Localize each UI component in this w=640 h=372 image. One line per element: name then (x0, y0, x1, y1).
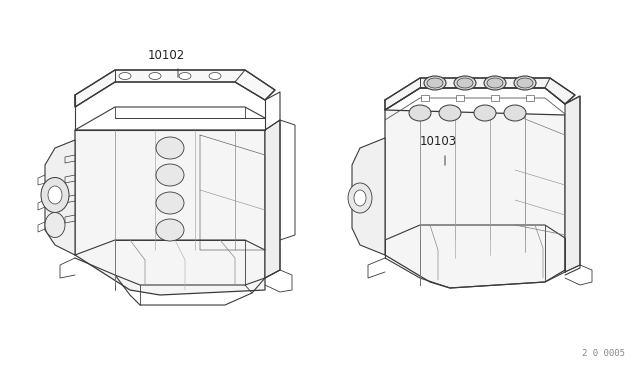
Polygon shape (565, 96, 580, 272)
Ellipse shape (348, 183, 372, 213)
Ellipse shape (45, 212, 65, 237)
Ellipse shape (517, 78, 533, 88)
Text: 2 0 0005: 2 0 0005 (582, 349, 625, 358)
Ellipse shape (454, 76, 476, 90)
Polygon shape (385, 78, 575, 110)
Bar (526, 95, 534, 101)
Ellipse shape (41, 177, 69, 212)
Ellipse shape (504, 105, 526, 121)
Bar (421, 95, 429, 101)
Bar (491, 95, 499, 101)
Polygon shape (45, 140, 75, 255)
Polygon shape (75, 130, 265, 295)
Ellipse shape (48, 186, 62, 204)
Ellipse shape (156, 137, 184, 159)
Ellipse shape (439, 105, 461, 121)
Ellipse shape (119, 73, 131, 80)
Polygon shape (385, 110, 565, 288)
Ellipse shape (487, 78, 503, 88)
Ellipse shape (474, 105, 496, 121)
Polygon shape (75, 70, 275, 107)
Ellipse shape (409, 105, 431, 121)
Ellipse shape (354, 190, 366, 206)
Polygon shape (352, 138, 385, 255)
Polygon shape (265, 120, 280, 278)
Ellipse shape (156, 219, 184, 241)
Text: 10103: 10103 (420, 135, 457, 148)
Ellipse shape (156, 164, 184, 186)
Ellipse shape (156, 192, 184, 214)
Ellipse shape (179, 73, 191, 80)
Ellipse shape (424, 76, 446, 90)
Ellipse shape (427, 78, 443, 88)
Ellipse shape (514, 76, 536, 90)
Ellipse shape (149, 73, 161, 80)
Text: 10102: 10102 (148, 49, 185, 62)
Ellipse shape (457, 78, 473, 88)
Ellipse shape (209, 73, 221, 80)
Bar (456, 95, 464, 101)
Ellipse shape (484, 76, 506, 90)
